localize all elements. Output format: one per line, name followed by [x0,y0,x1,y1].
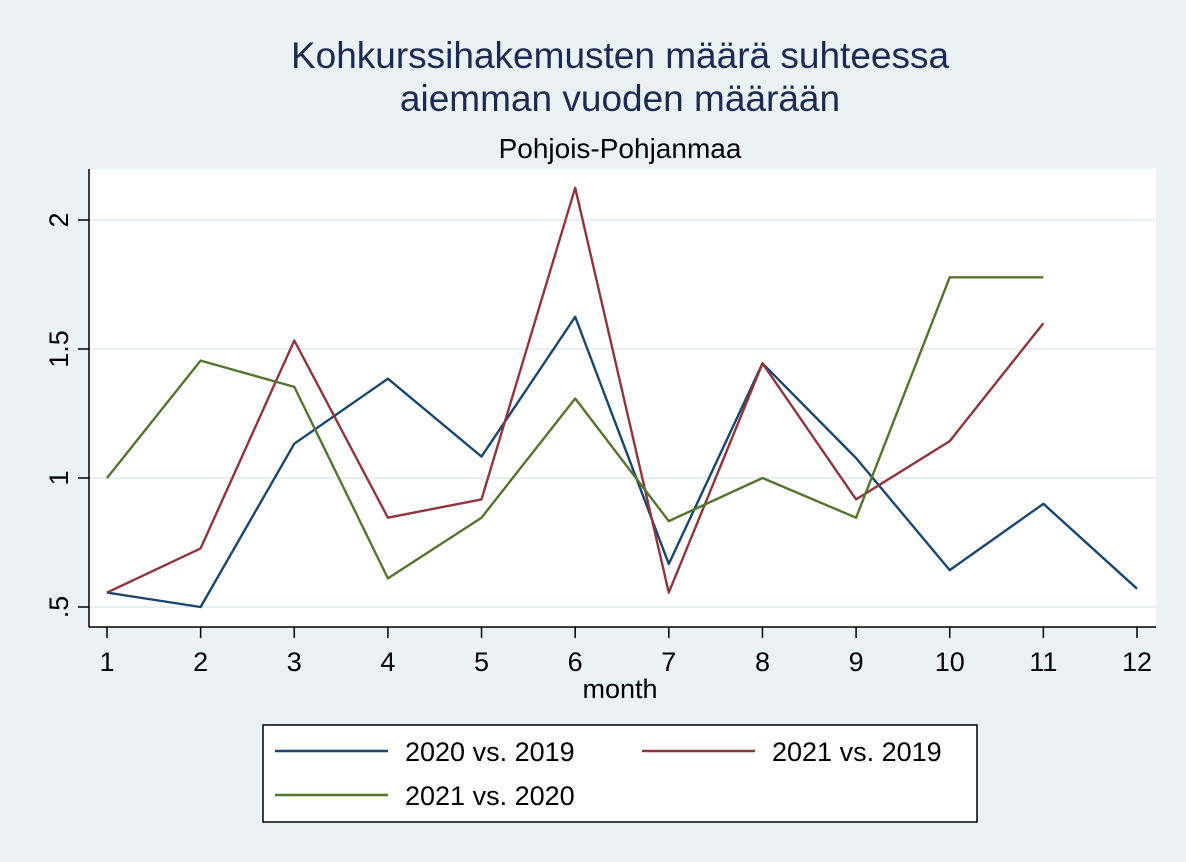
y-tick-label: 2 [44,212,74,227]
legend-label-2: 2021 vs. 2019 [772,737,942,767]
x-tick-label: 5 [474,647,489,677]
x-tick-label: 9 [849,647,864,677]
x-tick-label: 7 [661,647,676,677]
x-tick-label: 10 [935,647,965,677]
legend-label-1: 2020 vs. 2019 [405,737,575,767]
series-line-1 [106,315,1138,609]
x-tick-label: 6 [568,647,583,677]
y-axis-ticks: .5 1 1.5 2 [44,212,89,618]
y-tick-label: 1 [44,470,74,485]
legend: 2020 vs. 2019 2021 vs. 2019 2021 vs. 2020 [275,737,942,811]
series-lines [106,186,1138,609]
x-tick-label: 2 [193,647,208,677]
plot-background [89,169,1156,627]
x-tick-label: 8 [755,647,770,677]
series-line-3 [106,276,1044,580]
chart-title-line-2: aiemman vuoden määrään [400,78,840,119]
y-tick-label: .5 [44,596,74,619]
x-tick-label: 3 [287,647,302,677]
legend-box [262,724,978,823]
chart-title-line-1: Kohkurssihakemusten määrä suhteessa [291,35,950,76]
chart-subtitle: Pohjois-Pohjanmaa [499,133,742,164]
series-line-2 [106,186,1045,594]
x-axis-title: month [582,674,657,704]
legend-label-3: 2021 vs. 2020 [405,781,575,811]
x-tick-label: 12 [1122,647,1152,677]
x-tick-label: 11 [1029,647,1057,677]
x-tick-label: 1 [99,647,114,677]
grid-lines [89,219,1156,608]
x-axis-ticks: 1 2 3 4 5 6 7 8 9 10 11 12 [99,627,1152,677]
y-tick-label: 1.5 [44,330,74,368]
x-tick-label: 4 [380,647,395,677]
